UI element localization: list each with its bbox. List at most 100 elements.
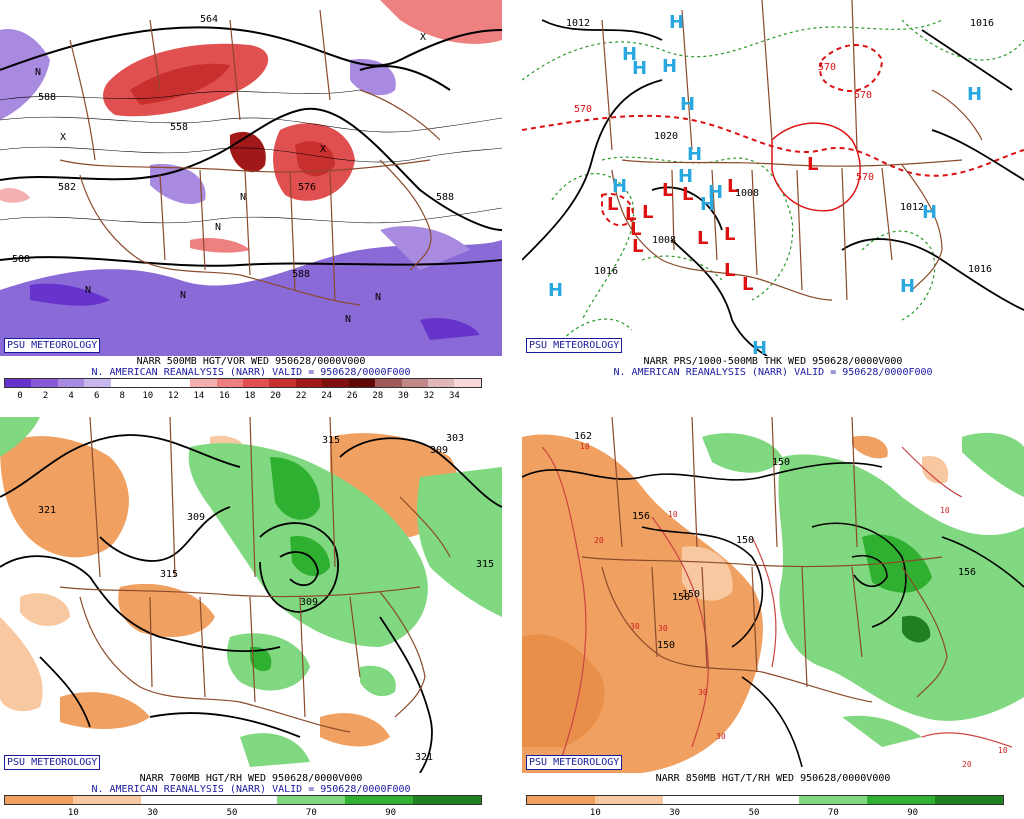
- colorbar-swatch: [242, 379, 270, 387]
- colorbar-tick-label: 4: [68, 391, 74, 401]
- contour-label: 564: [200, 14, 218, 25]
- low-pressure-marker: L: [607, 194, 618, 215]
- high-pressure-marker: H: [632, 58, 647, 79]
- contour-label: 576: [298, 182, 316, 193]
- psu-meteorology-badge: PSU METEOROLOGY: [4, 338, 101, 353]
- contour-label: 588: [38, 92, 56, 103]
- colorbar-swatch: [31, 379, 58, 387]
- colorbar-swatch: [401, 379, 428, 387]
- low-vorticity-marker: N: [375, 292, 381, 303]
- colorbar-tick-label: 24: [321, 391, 333, 401]
- temperature-label: 10: [668, 510, 678, 519]
- low-vorticity-marker: N: [180, 290, 186, 301]
- colorbar-swatch: [799, 796, 867, 804]
- temperature-label: 30: [658, 624, 668, 633]
- colorbar-tick-label: 90: [385, 808, 397, 818]
- temperature-label: 20: [962, 760, 972, 769]
- contour-label: 150: [682, 589, 700, 600]
- contour-label: 582: [58, 182, 76, 193]
- high-pressure-marker: H: [708, 182, 723, 203]
- colorbar-tick-label: 10: [142, 391, 154, 401]
- contour-label: 309: [300, 597, 318, 608]
- isobar-label: 1016: [594, 266, 618, 277]
- contour-label: 309: [187, 512, 205, 523]
- colorbar-swatch: [867, 796, 935, 804]
- map-700mb: 321 315 309 315 303 309 315 309 321: [0, 417, 502, 773]
- colorbar-swatch: [110, 379, 138, 387]
- thickness-label: 570: [856, 172, 874, 183]
- map-valid-line: N. AMERICAN REANALYSIS (NARR) VALID = 95…: [613, 367, 933, 378]
- low-pressure-marker: L: [724, 224, 735, 245]
- high-pressure-marker: H: [922, 202, 937, 223]
- temperature-label: 30: [716, 732, 726, 741]
- relative-humidity-colorbar: [4, 795, 482, 805]
- isobar-label: 1008: [735, 188, 759, 199]
- colorbar-tick-label: 2: [42, 391, 49, 401]
- colorbar-tick-label: 26: [346, 391, 358, 401]
- panel-700mb: 321 315 309 315 303 309 315 309 321 PSU …: [0, 417, 502, 819]
- contour-label: 315: [322, 435, 340, 446]
- contour-label: 588: [12, 254, 30, 265]
- contour-label: 156: [958, 567, 976, 578]
- low-pressure-marker: L: [642, 202, 653, 223]
- contour-label: 588: [292, 269, 310, 280]
- low-pressure-marker: L: [724, 260, 735, 281]
- thickness-label: 570: [818, 62, 836, 73]
- low-vorticity-marker: N: [345, 314, 351, 325]
- temperature-label: 10: [940, 506, 950, 515]
- colorbar-tick-label: 10: [589, 808, 601, 818]
- low-pressure-marker: L: [682, 184, 693, 205]
- relative-humidity-colorbar: [526, 795, 1004, 805]
- colorbar-swatch: [295, 379, 323, 387]
- contour-label: 315: [160, 569, 178, 580]
- colorbar-swatch: [277, 796, 345, 804]
- contour-label: 315: [476, 559, 494, 570]
- colorbar-swatch: [5, 379, 32, 387]
- colorbar-swatch: [454, 379, 481, 387]
- temperature-label: 20: [594, 536, 604, 545]
- colorbar-tick-label: 90: [907, 808, 919, 818]
- colorbar-swatch: [209, 796, 277, 804]
- high-pressure-marker: H: [967, 84, 982, 105]
- panel-sea-level-pressure: H H H H H H H H H H H H H H H L L L L L …: [522, 0, 1024, 402]
- map-500mb: 588 588 582 576 588 588 564 558 N N N N …: [0, 0, 502, 356]
- high-vorticity-marker: X: [320, 144, 326, 155]
- low-vorticity-marker: N: [85, 285, 91, 296]
- contour-label-group: 588 588 582 576 588 588 564 558: [12, 14, 454, 280]
- colorbar-swatch: [163, 379, 191, 387]
- high-vorticity-marker: X: [60, 132, 66, 143]
- panel-500mb: 588 588 582 576 588 588 564 558 N N N N …: [0, 0, 502, 402]
- contour-label: 150: [772, 457, 790, 468]
- low-pressure-marker: L: [697, 228, 708, 249]
- colorbar-tick-label: 50: [748, 808, 760, 818]
- high-pressure-marker: H: [622, 44, 637, 65]
- colorbar-tick-label: 30: [147, 808, 159, 818]
- map-valid-line: N. AMERICAN REANALYSIS (NARR) VALID = 95…: [91, 367, 411, 378]
- colorbar-tick-label: 16: [219, 391, 230, 401]
- low-pressure-marker: L: [807, 154, 818, 175]
- low-pressure-marker: L: [662, 180, 673, 201]
- colorbar-swatch: [375, 379, 402, 387]
- contour-label: 309: [430, 445, 448, 456]
- colorbar-swatch: [137, 379, 164, 387]
- low-vorticity-marker: N: [215, 222, 221, 233]
- colorbar-tick-label: 70: [827, 808, 839, 818]
- psu-meteorology-badge: PSU METEOROLOGY: [4, 755, 101, 770]
- contour-label: 321: [415, 752, 433, 763]
- colorbar-tick-label: 14: [193, 391, 205, 401]
- temperature-label: 10: [580, 442, 590, 451]
- colorbar-swatch: [663, 796, 731, 804]
- isobar-label: 1020: [654, 131, 678, 142]
- colorbar-tick-label: 30: [669, 808, 681, 818]
- contour-label: 321: [38, 505, 56, 516]
- high-pressure-marker: H: [900, 276, 915, 297]
- low-pressure-marker: L: [742, 274, 753, 295]
- isobar-label: 1012: [566, 18, 590, 29]
- map-title-line: NARR PRS/1000-500MB THK WED 950628/0000V…: [643, 356, 903, 367]
- colorbar-tick-label: 32: [423, 391, 435, 401]
- colorbar-swatch: [348, 379, 376, 387]
- colorbar-swatch: [269, 379, 296, 387]
- colorbar-tick-label: 70: [305, 808, 317, 818]
- colorbar-swatch: [73, 796, 141, 804]
- contour-label: 150: [736, 535, 754, 546]
